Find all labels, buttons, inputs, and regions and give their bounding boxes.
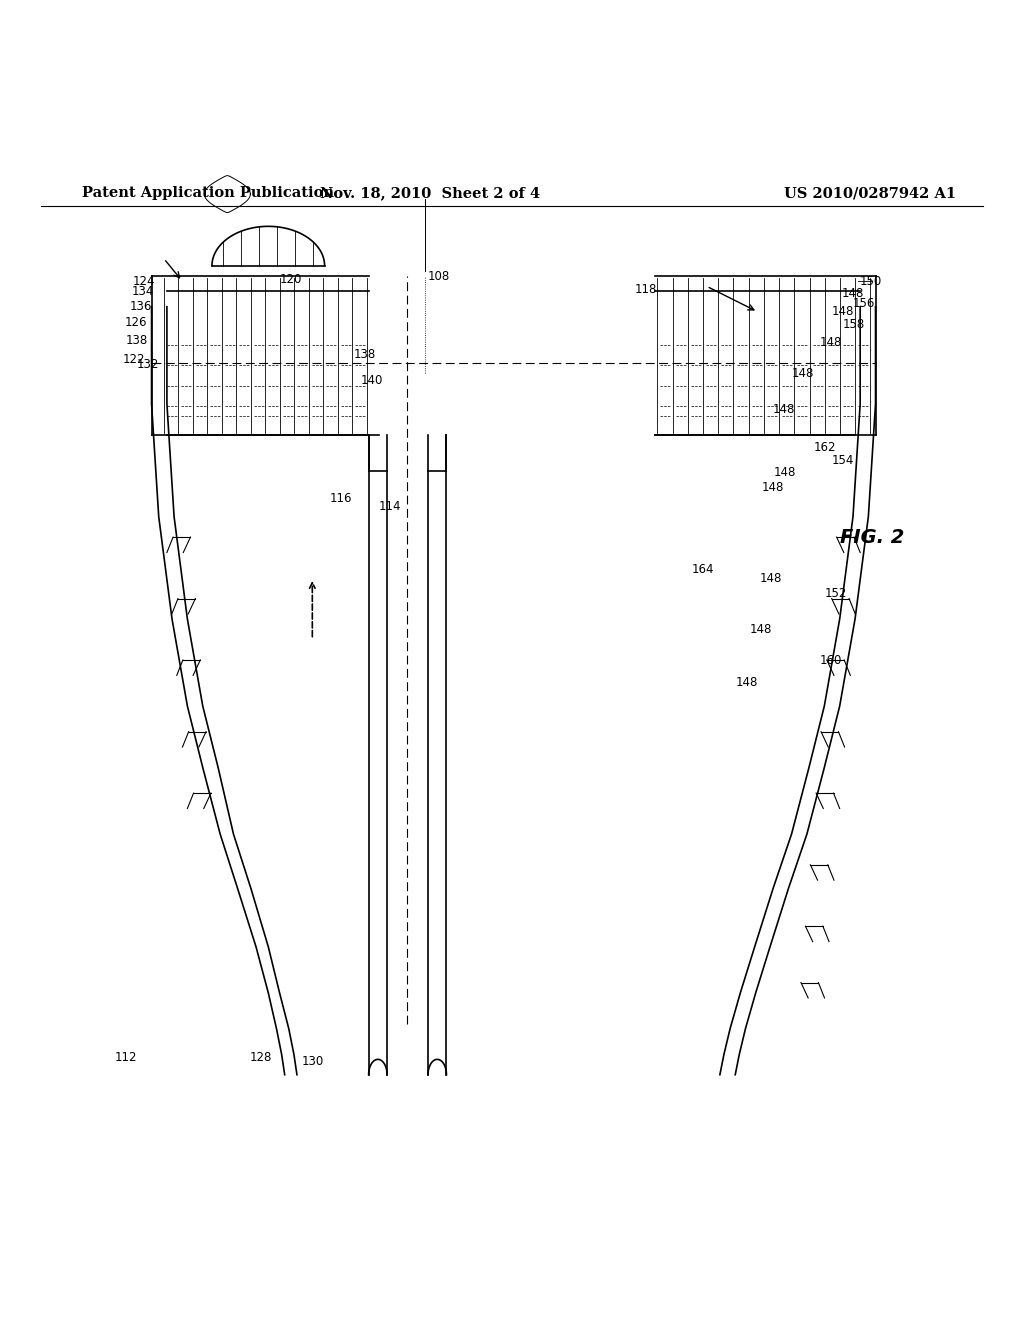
- Text: 148: 148: [760, 572, 782, 585]
- Text: 130: 130: [301, 1055, 324, 1068]
- Text: 156: 156: [853, 297, 876, 310]
- Text: Patent Application Publication: Patent Application Publication: [82, 186, 334, 201]
- Text: 128: 128: [250, 1051, 272, 1064]
- Text: 148: 148: [773, 403, 796, 416]
- Text: 140: 140: [360, 374, 383, 387]
- Text: 150: 150: [860, 275, 883, 288]
- Text: 154: 154: [831, 454, 854, 467]
- Text: 134: 134: [131, 285, 154, 298]
- Text: 124: 124: [133, 275, 156, 288]
- Text: 148: 148: [792, 367, 814, 380]
- Text: 148: 148: [819, 337, 842, 348]
- Text: 148: 148: [831, 305, 854, 318]
- Text: FIG. 2: FIG. 2: [840, 528, 904, 546]
- Text: 162: 162: [814, 441, 837, 454]
- Text: 148: 148: [774, 466, 797, 479]
- Text: 118: 118: [635, 282, 657, 296]
- Text: 148: 148: [735, 676, 758, 689]
- Text: 160: 160: [819, 653, 842, 667]
- Text: 114: 114: [379, 500, 401, 513]
- Text: 108: 108: [428, 269, 451, 282]
- Text: 164: 164: [691, 564, 714, 577]
- Text: Nov. 18, 2010  Sheet 2 of 4: Nov. 18, 2010 Sheet 2 of 4: [321, 186, 540, 201]
- Text: 148: 148: [750, 623, 772, 636]
- Text: 148: 148: [762, 482, 784, 495]
- Text: 136: 136: [129, 300, 152, 313]
- Text: 152: 152: [824, 587, 847, 599]
- Text: 112: 112: [115, 1051, 137, 1064]
- Text: 158: 158: [843, 318, 865, 330]
- Text: 132: 132: [136, 358, 159, 371]
- Text: 120: 120: [280, 272, 302, 285]
- Text: 116: 116: [330, 492, 352, 504]
- Text: 138: 138: [125, 334, 147, 347]
- Text: 138: 138: [353, 348, 376, 362]
- Text: 148: 148: [842, 286, 864, 300]
- Text: 122: 122: [123, 354, 145, 367]
- Text: 126: 126: [125, 315, 147, 329]
- Text: US 2010/0287942 A1: US 2010/0287942 A1: [784, 186, 956, 201]
